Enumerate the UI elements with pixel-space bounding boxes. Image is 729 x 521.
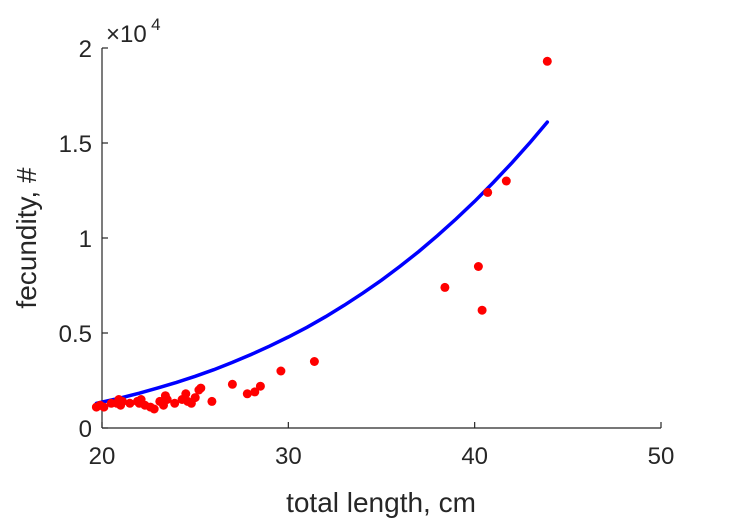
data-point	[483, 187, 493, 197]
data-point	[542, 56, 552, 66]
y-tick-label: 1.5	[59, 131, 92, 158]
data-point	[309, 357, 319, 366]
data-point	[477, 305, 487, 315]
y-tick-label: 2	[79, 36, 92, 63]
data-point	[473, 262, 483, 271]
data-point	[242, 389, 252, 399]
x-tick-label: 30	[275, 443, 302, 470]
tick-labels: 20 30 40 50 0 0.5 1 1.5 2	[59, 36, 675, 470]
y-tick-label: 0	[79, 416, 92, 443]
y-exponent-label: ×10 4	[106, 15, 161, 48]
fit-curve-layer	[94, 120, 550, 406]
data-point	[276, 366, 286, 376]
data-points-layer	[91, 56, 552, 414]
data-point	[196, 383, 206, 393]
data-point	[250, 387, 260, 397]
y-tick-label: 0.5	[59, 321, 92, 348]
y-tick-label: 1	[79, 226, 92, 253]
data-point	[190, 393, 200, 403]
data-point	[181, 389, 191, 399]
x-axis-label: total length, cm	[286, 487, 476, 518]
axes	[101, 47, 662, 429]
x-tick-label: 50	[648, 443, 675, 470]
data-point	[255, 381, 265, 391]
fit-curve	[94, 120, 550, 406]
data-point	[501, 176, 511, 186]
data-point	[125, 398, 135, 408]
data-point	[170, 398, 180, 408]
data-point	[162, 395, 172, 404]
data-point	[118, 396, 127, 406]
data-point	[440, 282, 450, 292]
data-point	[207, 396, 217, 406]
x-tick-label: 40	[461, 443, 488, 470]
data-point	[149, 404, 159, 414]
y-axis-label: fecundity, #	[11, 167, 42, 309]
x-tick-label: 20	[89, 443, 116, 470]
data-point	[227, 379, 237, 389]
data-point	[99, 402, 109, 412]
